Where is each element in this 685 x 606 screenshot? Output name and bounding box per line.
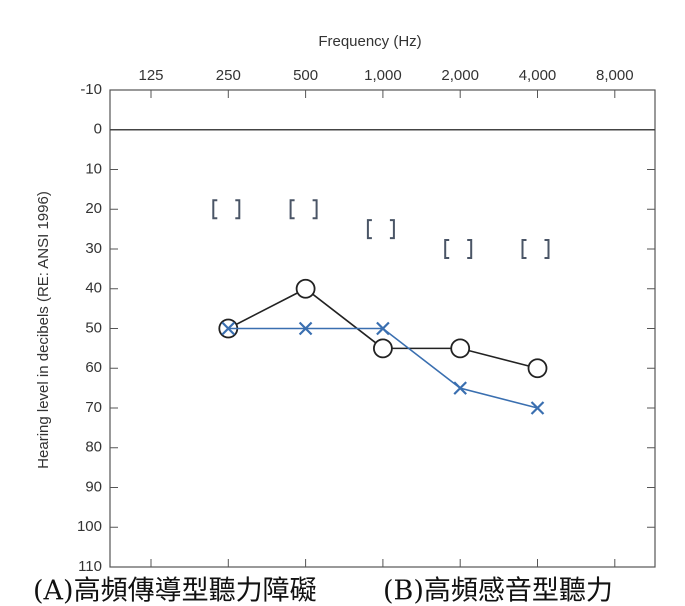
circle-marker bbox=[450, 338, 471, 359]
x-marker bbox=[530, 401, 545, 415]
y-tick-label: 20 bbox=[85, 200, 102, 217]
x-tick-label: 8,000 bbox=[596, 67, 634, 84]
y-tick-label: 30 bbox=[85, 240, 102, 257]
y-tick-label: 110 bbox=[78, 558, 102, 575]
y-tick-label: 60 bbox=[85, 359, 102, 376]
x-marker bbox=[376, 321, 390, 336]
caption: (A)高頻傳導型聽力障礙 bbox=[33, 576, 317, 606]
y-tick-label: 70 bbox=[85, 399, 102, 416]
y-tick-label: 10 bbox=[85, 160, 102, 177]
y-axis-title: Hearing level in decibels (RE: ANSI 1996… bbox=[35, 191, 52, 469]
x-marker bbox=[221, 321, 236, 336]
circle-marker bbox=[372, 338, 393, 359]
x-tick-label: 125 bbox=[138, 67, 163, 84]
x-marker bbox=[298, 321, 313, 336]
y-tick-label: 0 bbox=[94, 121, 102, 138]
x-tick-label: 500 bbox=[293, 67, 318, 84]
bracket-marker bbox=[212, 199, 241, 220]
y-tick-label: 80 bbox=[85, 439, 102, 456]
x-axis-title: Frequency (Hz) bbox=[318, 33, 421, 50]
bracket-marker bbox=[366, 219, 395, 240]
bracket-marker bbox=[521, 239, 550, 259]
y-tick-label: 100 bbox=[77, 518, 102, 535]
caption: (B)高頻感音型聽力 bbox=[383, 576, 613, 606]
y-tick-label: 40 bbox=[85, 280, 102, 297]
x-tick-label: 4,000 bbox=[519, 67, 557, 84]
circle-marker bbox=[295, 278, 316, 299]
x-tick-label: 2,000 bbox=[441, 67, 479, 84]
y-tick-label: 90 bbox=[85, 478, 102, 495]
y-tick-label: 50 bbox=[85, 319, 102, 336]
circle-marker bbox=[527, 358, 548, 379]
x-tick-label: 1,000 bbox=[364, 67, 402, 84]
bracket-marker bbox=[289, 199, 318, 220]
y-tick-label: -10 bbox=[80, 81, 102, 98]
x-marker bbox=[453, 381, 467, 395]
bracket-marker bbox=[444, 239, 473, 259]
x-tick-label: 250 bbox=[216, 67, 241, 84]
